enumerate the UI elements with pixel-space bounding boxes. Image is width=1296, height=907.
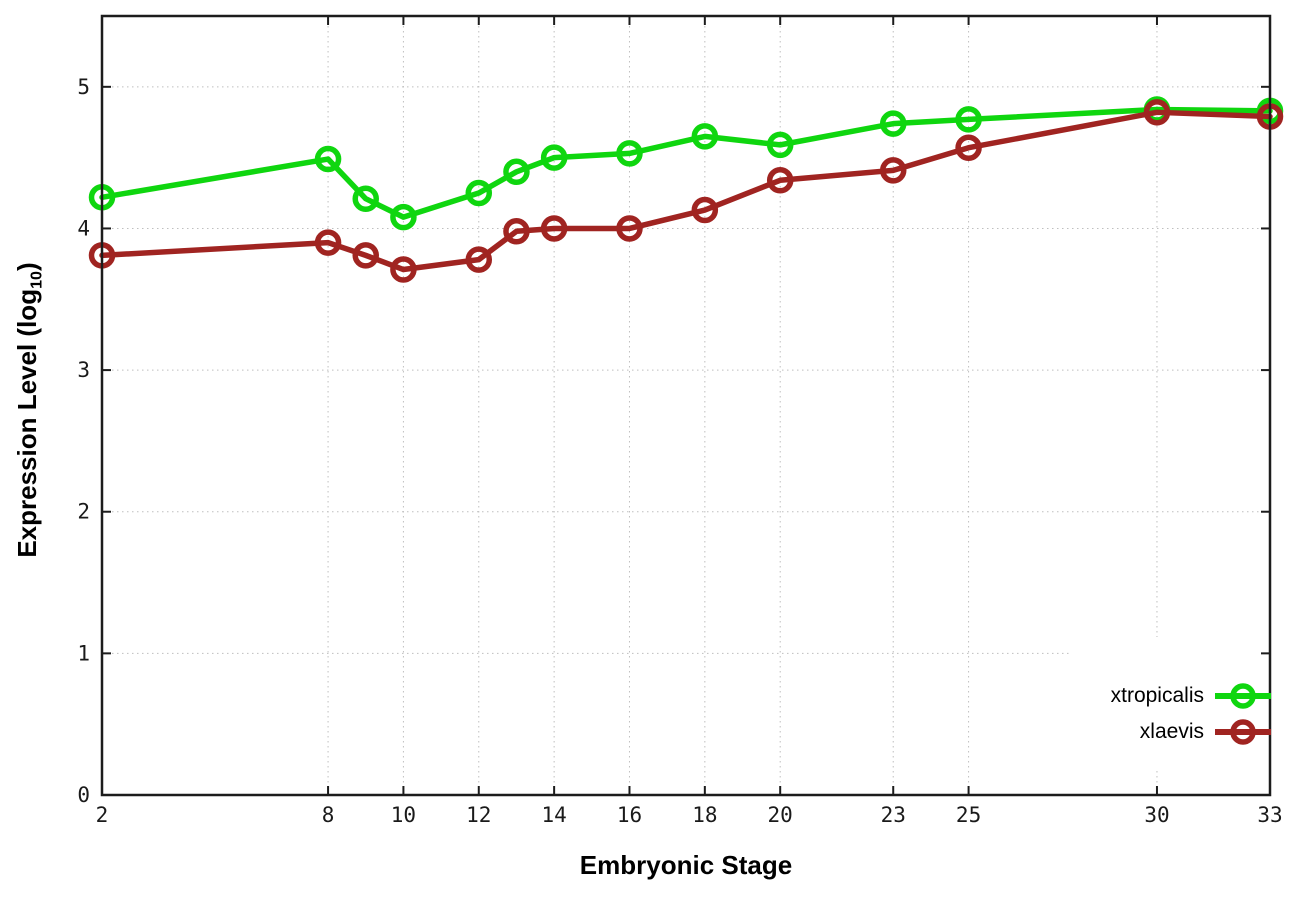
- data-point-xlaevis-stage-14: [540, 215, 568, 242]
- data-point-xlaevis-stage-23: [879, 157, 907, 184]
- y-tick-label-3: 3: [77, 358, 90, 382]
- x-tick-label-23: 23: [881, 803, 906, 827]
- series-xtropicalis: [88, 96, 1284, 231]
- y-tick-label-5: 5: [77, 75, 90, 99]
- x-tick-label-10: 10: [391, 803, 416, 827]
- data-point-xlaevis-stage-18: [691, 196, 719, 224]
- data-point-xlaevis-stage-25: [955, 134, 982, 161]
- data-point-xtropicalis-stage-9: [352, 185, 379, 212]
- data-point-xlaevis-stage-13: [503, 218, 530, 245]
- y-axis-title-text: Expression Level (log: [12, 288, 42, 558]
- x-tick-label-16: 16: [617, 803, 642, 827]
- series-xlaevis: [88, 99, 1284, 283]
- x-tick-label-12: 12: [466, 803, 491, 827]
- data-point-xlaevis-stage-12: [465, 246, 493, 273]
- data-point-xlaevis-stage-8: [314, 229, 342, 256]
- data-point-xtropicalis-stage-13: [503, 158, 530, 186]
- legend-label-xtropicalis: xtropicalis: [1110, 684, 1204, 707]
- data-point-xtropicalis-stage-20: [766, 131, 794, 159]
- legend: xtropicalis xlaevis: [1111, 678, 1272, 750]
- data-point-xtropicalis-stage-10: [390, 203, 417, 231]
- y-tick-label-2: 2: [77, 500, 90, 524]
- data-point-xtropicalis-stage-18: [691, 123, 719, 150]
- legend-marker-xtropicalis-icon: [1215, 683, 1271, 709]
- data-series: [88, 96, 1284, 283]
- data-point-xtropicalis-stage-14: [540, 144, 568, 171]
- x-axis-title: Embryonic Stage: [579, 850, 793, 880]
- legend-marker-xlaevis-icon: [1215, 719, 1271, 745]
- legend-entry-xlaevis: xlaevis: [1111, 714, 1272, 750]
- tick-marks: [101, 16, 1271, 796]
- x-tick-label-20: 20: [768, 803, 793, 827]
- series-line-xlaevis: [99, 109, 1273, 273]
- x-tick-label-2: 2: [96, 803, 109, 827]
- y-tick-label-0: 0: [77, 783, 90, 807]
- data-point-xlaevis-stage-16: [616, 215, 643, 242]
- data-point-xlaevis-stage-20: [766, 167, 794, 194]
- legend-label-xlaevis: xlaevis: [1139, 720, 1204, 743]
- plot-border: [100, 14, 1272, 797]
- x-tick-label-25: 25: [956, 803, 981, 827]
- y-axis-title: Expression Level (log10): [8, 20, 46, 800]
- x-tick-label-14: 14: [541, 803, 566, 827]
- x-tick-label-33: 33: [1257, 803, 1282, 827]
- data-point-xtropicalis-stage-8: [314, 145, 342, 173]
- data-point-xtropicalis-stage-16: [616, 140, 643, 167]
- data-point-xtropicalis-stage-23: [879, 110, 907, 137]
- legend-entry-xtropicalis: xtropicalis: [1111, 678, 1272, 714]
- data-point-xtropicalis-stage-12: [465, 179, 493, 207]
- x-tick-label-30: 30: [1144, 803, 1169, 827]
- x-tick-label-18: 18: [692, 803, 717, 827]
- y-axis-title-subscript: 10: [27, 271, 46, 289]
- y-tick-label-1: 1: [77, 641, 90, 665]
- y-tick-label-4: 4: [77, 216, 90, 240]
- data-point-xlaevis-stage-10: [390, 256, 417, 283]
- data-point-xtropicalis-stage-25: [955, 106, 982, 133]
- data-point-xlaevis-stage-9: [352, 242, 379, 269]
- x-tick-label-8: 8: [322, 803, 335, 827]
- y-axis-title-close-paren: ): [12, 262, 42, 271]
- data-point-xlaevis-stage-30: [1143, 99, 1171, 126]
